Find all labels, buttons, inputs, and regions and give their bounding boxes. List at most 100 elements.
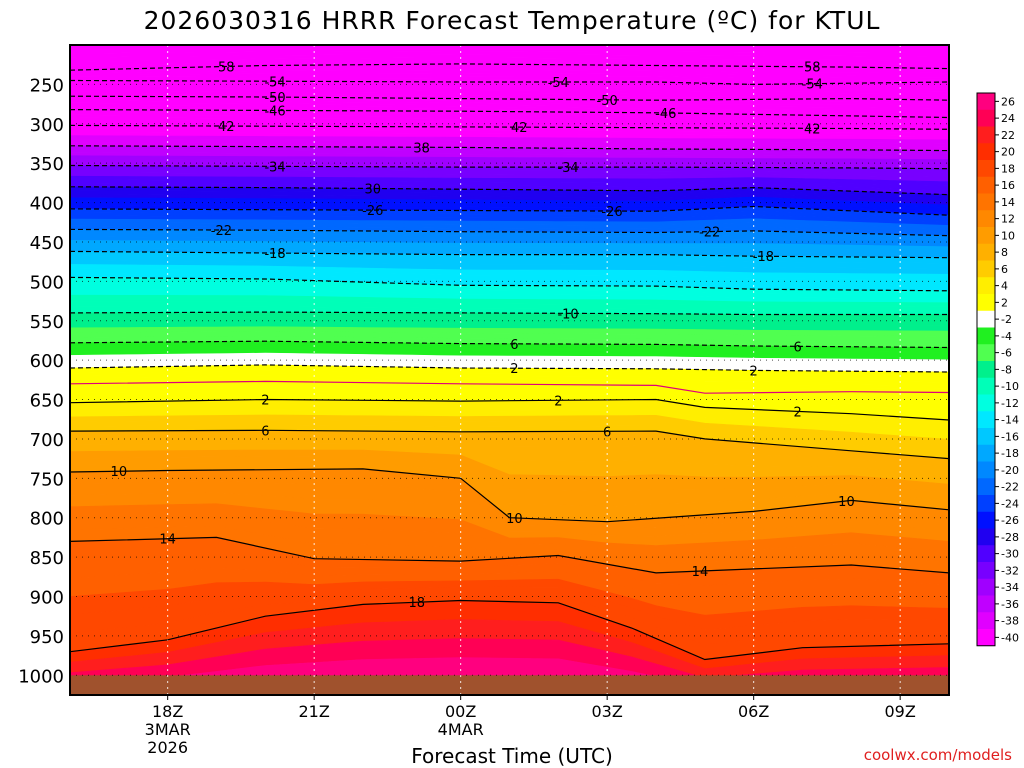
colorbar-swatch — [977, 562, 995, 580]
colorbar-swatch — [977, 629, 995, 647]
isotherm-label: -54 — [548, 76, 569, 91]
isotherm-label: 10 — [111, 465, 128, 480]
isotherm-label: -10 — [557, 307, 578, 322]
colorbar-swatch — [977, 612, 995, 630]
colorbar-swatch — [977, 93, 995, 111]
y-tick-label: 300 — [30, 115, 64, 136]
y-tick-label: 800 — [30, 509, 64, 530]
y-tick-label: 900 — [30, 588, 64, 609]
isotherm-label: 6 — [793, 340, 801, 355]
x-tick-label: 18Z — [152, 702, 183, 721]
isotherm-label: -22 — [211, 224, 232, 239]
colorbar-label: 14 — [1001, 196, 1015, 209]
isotherm-label: 2 — [750, 364, 758, 379]
isotherm-label: 42 — [804, 122, 821, 137]
colorbar-label: 6 — [1001, 263, 1008, 276]
colorbar-label: -16 — [1001, 430, 1019, 443]
credit-link[interactable]: coolwx.com/models — [863, 746, 1012, 764]
isotherm-label: -54 — [264, 75, 285, 90]
colorbar-swatch — [977, 478, 995, 496]
colorbar-swatch — [977, 394, 995, 412]
y-tick-label: 750 — [30, 469, 64, 490]
isotherm-line — [70, 468, 949, 523]
isotherm-line — [70, 398, 949, 421]
x-tick-label: 4MAR — [438, 720, 484, 739]
x-axis-title: Forecast Time (UTC) — [411, 744, 613, 768]
colorbar-swatch — [977, 176, 995, 194]
colorbar-swatch — [977, 109, 995, 127]
colorbar-swatch — [977, 495, 995, 513]
colorbar-label: 20 — [1001, 146, 1015, 159]
colorbar-label: -6 — [1001, 347, 1012, 360]
colorbar-label: -34 — [1001, 581, 1019, 594]
colorbar-label: 2 — [1001, 296, 1008, 309]
isotherm-label: 38 — [413, 141, 430, 156]
colorbar-swatch — [977, 578, 995, 596]
isotherm-line — [70, 311, 949, 316]
isotherm-line — [70, 536, 949, 574]
colorbar-label: -14 — [1001, 414, 1019, 427]
colorbar-label: 26 — [1001, 95, 1015, 108]
colorbar-swatch — [977, 361, 995, 379]
y-tick-label: 450 — [30, 233, 64, 254]
y-tick-label: 500 — [30, 272, 64, 293]
colorbar-label: -8 — [1001, 363, 1012, 376]
colorbar-label: 16 — [1001, 179, 1015, 192]
isotherm-line — [70, 205, 949, 216]
isotherm-label: -50 — [597, 94, 618, 109]
colorbar-swatch — [977, 461, 995, 479]
isotherm-label: -34 — [557, 161, 578, 176]
colorbar-label: 22 — [1001, 129, 1015, 142]
colorbar-label: -32 — [1001, 564, 1019, 577]
x-tick-label: 21Z — [299, 702, 330, 721]
isotherm-line — [70, 63, 949, 71]
colorbar-label: -30 — [1001, 548, 1019, 561]
isotherm-label: 2 — [793, 405, 801, 420]
colorbar-label: -10 — [1001, 380, 1019, 393]
isotherm-line — [70, 276, 949, 292]
x-tick-label: 06Z — [738, 702, 769, 721]
x-tick-label: 03Z — [592, 702, 623, 721]
y-tick-label: 700 — [30, 430, 64, 451]
colorbar-label: -18 — [1001, 447, 1019, 460]
colorbar-label: -28 — [1001, 531, 1019, 544]
isotherm-line — [70, 599, 949, 661]
colorbar-swatch — [977, 260, 995, 278]
isotherm-label: -26 — [601, 205, 622, 220]
isotherm-label: 2 — [261, 394, 269, 409]
isotherm-line — [70, 79, 949, 86]
colorbar-label: -22 — [1001, 481, 1019, 494]
colorbar-swatch — [977, 277, 995, 295]
y-tick-label: 950 — [30, 627, 64, 648]
isotherm-label: 2 — [510, 362, 518, 377]
isotherm-label: 6 — [603, 425, 611, 440]
colorbar-swatch — [977, 528, 995, 546]
y-tick-label: 350 — [30, 154, 64, 175]
colorbar-label: -26 — [1001, 514, 1019, 527]
isotherm-label: -22 — [699, 226, 720, 241]
colorbar-label: -2 — [1001, 313, 1012, 326]
isotherm-label: -26 — [362, 204, 383, 219]
colorbar-label: -36 — [1001, 598, 1019, 611]
colorbar-swatch — [977, 411, 995, 429]
isotherm-label: 58 — [218, 60, 235, 75]
isotherm-line — [70, 228, 949, 237]
colorbar-swatch — [977, 210, 995, 228]
isotherm-line — [70, 124, 949, 130]
plot-frame — [69, 44, 950, 696]
isotherm-label: -50 — [264, 91, 285, 106]
y-tick-label: 250 — [30, 75, 64, 96]
isotherm-line — [70, 164, 949, 170]
colorbar-label: -12 — [1001, 397, 1019, 410]
colorbar-label: 18 — [1001, 162, 1015, 175]
colorbar-swatch — [977, 126, 995, 144]
isotherm-label: 58 — [804, 61, 821, 76]
isotherm-label: -46 — [655, 107, 676, 122]
colorbar-label: 12 — [1001, 213, 1015, 226]
isotherm-line — [70, 186, 949, 196]
temperature-band — [70, 696, 949, 715]
isotherm-line — [70, 364, 949, 373]
colorbar-swatch — [977, 444, 995, 462]
isotherm-label: 42 — [218, 120, 235, 135]
isotherm-line — [70, 250, 949, 259]
